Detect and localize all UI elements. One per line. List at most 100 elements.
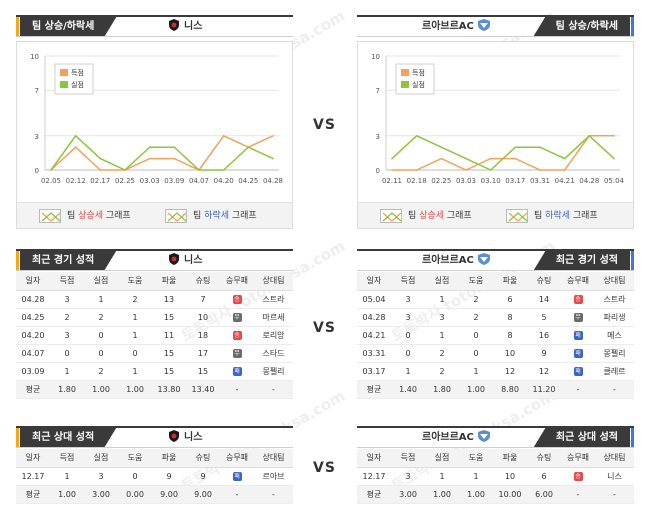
h2h-table-right: 일자 득점 실점 도움 파울 슈팅 승무패 상대팀 12.17 3 1 1 10 6 승 니스 평균 3.00 1.… xyxy=(357,449,634,504)
result-badge: 패 xyxy=(573,348,583,358)
table-cell: 04.07 xyxy=(16,344,50,363)
trend-lines-icon xyxy=(506,208,528,223)
data-point xyxy=(563,157,566,160)
table-cell: 패 xyxy=(220,467,254,486)
section-title: 최근 경기 성적 xyxy=(20,251,117,270)
chart-legend-bar: 팀 상승세 그래프 팀 하락세 그래프 xyxy=(358,202,633,228)
legend-prefix: 팀 xyxy=(193,211,205,221)
result-badge: 승 xyxy=(573,471,583,481)
table-cell: 1 xyxy=(459,467,493,486)
column-header: 도움 xyxy=(118,272,152,291)
y-tick-label: 10 xyxy=(371,53,380,61)
data-point xyxy=(415,169,418,171)
column-header: 상대팀 xyxy=(254,449,293,468)
y-tick-label: 7 xyxy=(376,87,380,95)
table-cell: 1 xyxy=(459,362,493,381)
table-cell: - xyxy=(220,380,254,399)
data-point xyxy=(391,169,393,171)
data-point xyxy=(148,157,151,160)
result-badge: 패 xyxy=(573,330,583,340)
table-cell: 파리생 xyxy=(595,308,634,327)
y-tick-label: 3 xyxy=(376,133,380,141)
table-cell: 0 xyxy=(391,326,425,345)
team-name: 니스 xyxy=(169,430,202,446)
table-cell: 0 xyxy=(118,344,152,363)
table-cell: 16 xyxy=(527,326,561,345)
table-cell: 2 xyxy=(84,362,118,381)
y-tick-label: 0 xyxy=(35,167,39,175)
section-title: 최근 경기 성적 xyxy=(533,251,630,270)
table-cell: 3 xyxy=(425,308,459,327)
data-point xyxy=(613,135,615,137)
x-tick-label: 05.04 xyxy=(604,177,625,185)
table-cell: 11 xyxy=(152,326,186,345)
column-header: 실점 xyxy=(425,272,459,291)
table-cell: 1.00 xyxy=(50,485,84,504)
data-point xyxy=(272,157,274,160)
table-cell: 승 xyxy=(561,467,595,486)
h2h-header-left: 최근 상대 성적 니스 xyxy=(16,426,293,448)
table-cell: 르아브 xyxy=(254,467,293,486)
table-cell: 승 xyxy=(220,326,254,345)
column-header: 슈팅 xyxy=(186,449,220,468)
table-cell: 2 xyxy=(425,362,459,381)
table-cell: 스트라 xyxy=(254,290,293,309)
x-tick-label: 04.25 xyxy=(238,177,258,185)
data-point xyxy=(222,135,225,137)
table-cell: 10.00 xyxy=(493,485,527,504)
table-cell: 0 xyxy=(84,344,118,363)
column-header: 득점 xyxy=(391,272,425,291)
table-cell: 스트라 xyxy=(595,290,634,309)
data-point xyxy=(514,157,517,160)
data-point xyxy=(173,157,176,160)
team-label: 니스 xyxy=(184,255,203,266)
table-cell: 평균 xyxy=(16,380,50,399)
table-cell: 1.00 xyxy=(459,485,493,504)
table-cell: 04.28 xyxy=(357,308,391,327)
legend-trend-word: 하락세 xyxy=(204,211,229,221)
legend-label: 실점 xyxy=(71,80,84,89)
section-title: 팀 상승/하락세 xyxy=(20,17,117,36)
table-cell: 7 xyxy=(186,290,220,309)
data-point xyxy=(489,157,492,160)
legend-suffix: 그래프 xyxy=(229,211,257,221)
x-tick-label: 03.03 xyxy=(456,177,476,185)
legend-swatch xyxy=(60,69,68,76)
team-name: 니스 xyxy=(169,253,202,269)
data-point xyxy=(563,169,566,171)
table-cell: 3.00 xyxy=(391,485,425,504)
table-cell: - xyxy=(561,380,595,399)
trend-header-right: 팀 상승/하락세 르아브르AC xyxy=(357,15,634,37)
y-tick-label: 0 xyxy=(376,167,380,175)
table-cell: 10 xyxy=(186,308,220,327)
table-cell: 2 xyxy=(459,290,493,309)
column-header: 도움 xyxy=(459,272,493,291)
table-cell: 2 xyxy=(425,344,459,363)
table-cell: 04.28 xyxy=(16,290,50,309)
column-header: 도움 xyxy=(118,449,152,468)
column-header: 실점 xyxy=(84,272,118,291)
table-cell: 03.09 xyxy=(16,362,50,381)
table-cell: 9.00 xyxy=(152,485,186,504)
table-cell: 3 xyxy=(391,308,425,327)
result-badge: 무 xyxy=(232,312,242,322)
team-name: 르아브르AC xyxy=(422,19,490,35)
x-tick-label: 02.18 xyxy=(407,177,427,185)
table-cell: 로리앙 xyxy=(254,326,293,345)
column-header: 파울 xyxy=(493,449,527,468)
data-point xyxy=(391,157,393,160)
table-cell: 1 xyxy=(50,362,84,381)
x-tick-label: 02.11 xyxy=(382,177,402,185)
column-header: 파울 xyxy=(152,272,186,291)
line-chart: 0 3 7 10 02.05 02.12 02.17 02.25 03.03 03.09 04.07… xyxy=(30,53,283,185)
data-point xyxy=(465,169,467,171)
average-row: 평균 1.80 1.00 1.00 13.80 13.40- - xyxy=(16,380,293,399)
table-cell: 12.17 xyxy=(357,467,391,486)
table-row: 05.04 3 1 2 6 14 승 스트라 xyxy=(357,290,634,309)
table-row: 04.25 2 2 1 15 10 무 마르세 xyxy=(16,308,293,327)
team-name: 르아브르AC xyxy=(422,253,490,269)
data-point xyxy=(272,135,274,137)
table-cell: 1 xyxy=(118,326,152,345)
table-cell: 3 xyxy=(84,467,118,486)
x-tick-label: 04.28 xyxy=(579,177,599,185)
